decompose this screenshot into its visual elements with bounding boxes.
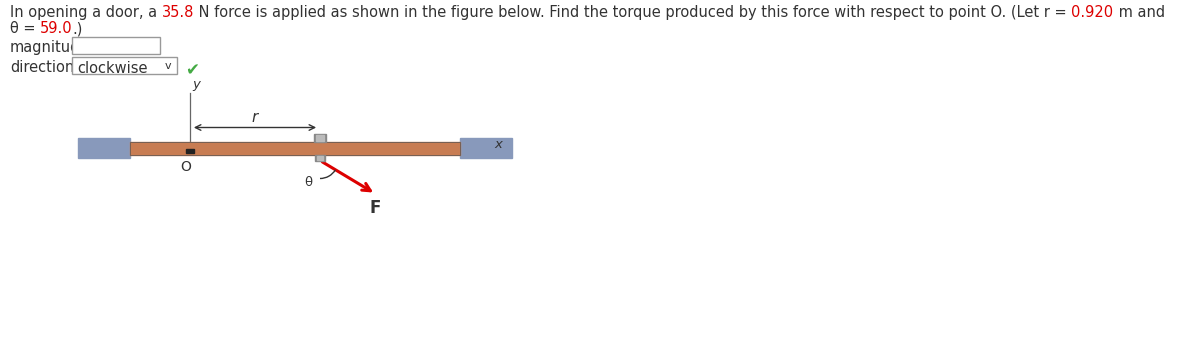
Text: ✔: ✔ (185, 61, 199, 79)
Bar (130, 142, 460, 154)
Text: F: F (370, 199, 380, 217)
Text: θ =: θ = (10, 21, 40, 36)
Text: 35.8: 35.8 (162, 5, 194, 20)
FancyBboxPatch shape (72, 37, 160, 54)
Text: .): .) (73, 21, 83, 36)
Text: clockwise: clockwise (77, 61, 148, 76)
FancyBboxPatch shape (72, 57, 178, 74)
Bar (317, 155, 323, 159)
Text: θ: θ (304, 176, 312, 189)
Text: direction: direction (10, 60, 74, 75)
Bar (316, 134, 324, 141)
Text: In opening a door, a: In opening a door, a (10, 5, 162, 20)
Text: x: x (494, 139, 502, 152)
Text: 59.0: 59.0 (40, 21, 73, 36)
Bar (314, 133, 326, 142)
Bar (78, 138, 130, 158)
Text: v: v (166, 61, 172, 71)
Text: N force is applied as shown in the figure below. Find the torque produced by thi: N force is applied as shown in the figur… (194, 5, 1072, 20)
Bar (460, 138, 512, 158)
Bar (130, 142, 460, 154)
Text: m and: m and (1114, 5, 1165, 20)
Bar (186, 149, 194, 153)
Text: magnitude: magnitude (10, 40, 89, 55)
Text: r: r (252, 110, 258, 126)
Text: O: O (180, 160, 192, 174)
Bar (314, 154, 325, 161)
Text: y: y (192, 78, 200, 91)
Text: 0.920: 0.920 (1072, 5, 1114, 20)
